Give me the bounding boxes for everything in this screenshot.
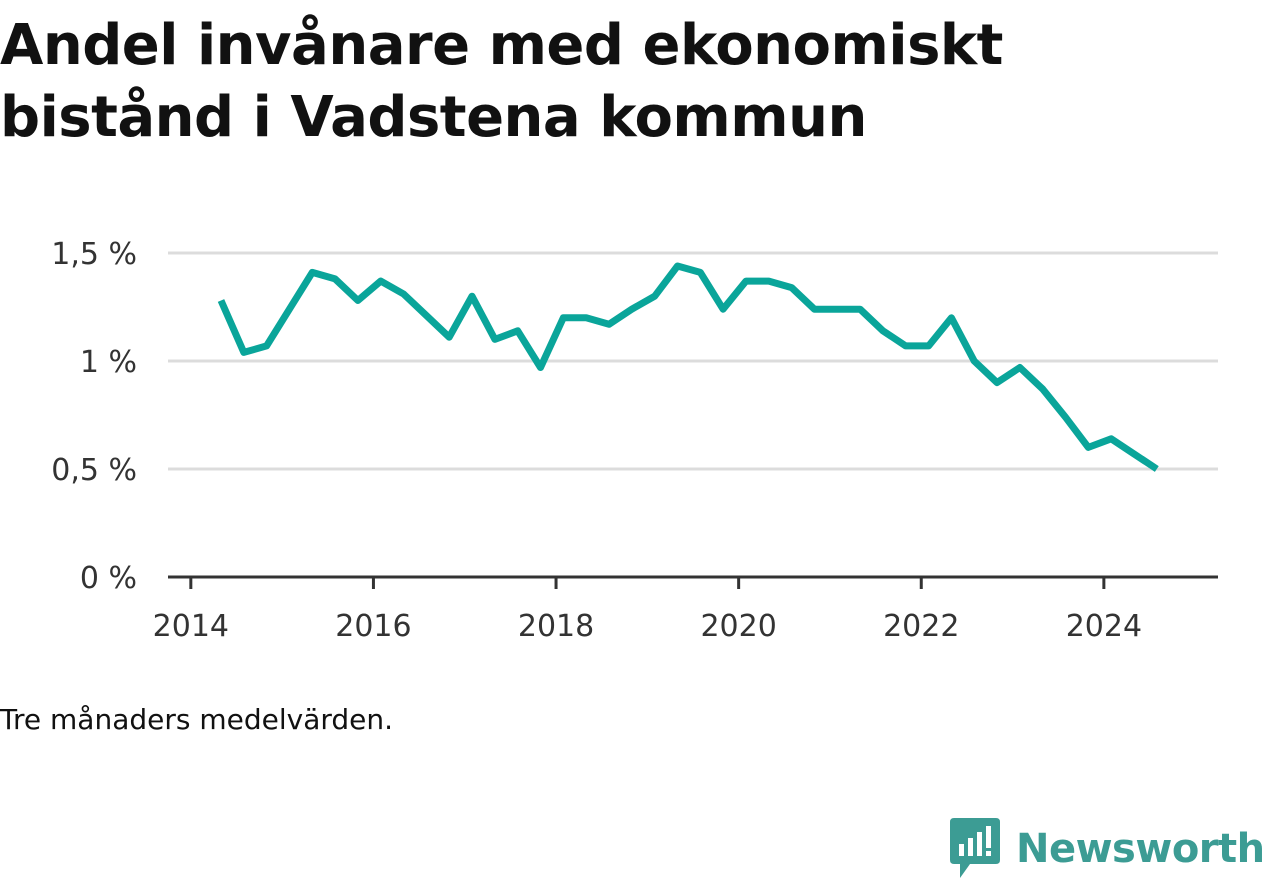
gridlines: [168, 251, 1218, 471]
y-axis-labels: 0 % 0,5 % 1 % 1,5 %: [51, 237, 137, 596]
y-tick-label: 0 %: [80, 561, 137, 596]
chart-title: Andel invånare med ekonomiskt bistånd i …: [0, 13, 1003, 150]
x-axis: [168, 575, 1218, 589]
chart-note: Tre månaders medelvärden.: [0, 703, 394, 736]
x-tick-label: 2020: [700, 609, 776, 644]
x-tick-label: 2018: [518, 609, 594, 644]
y-tick-label: 1 %: [80, 345, 137, 380]
newsworthy-logo-icon: [950, 818, 1000, 878]
x-tick-label: 2014: [153, 609, 229, 644]
x-axis-labels: 2014 2016 2018 2020 2022 2024: [153, 609, 1142, 644]
x-tick-label: 2016: [335, 609, 411, 644]
brand: Newsworthy: [950, 818, 1262, 880]
x-tick-label: 2022: [883, 609, 959, 644]
y-tick-label: 0,5 %: [51, 453, 137, 488]
y-tick-label: 1,5 %: [51, 237, 137, 272]
x-tick-label: 2024: [1066, 609, 1142, 644]
brand-name: Newsworthy: [1016, 826, 1262, 872]
series-line: [217, 262, 1159, 472]
